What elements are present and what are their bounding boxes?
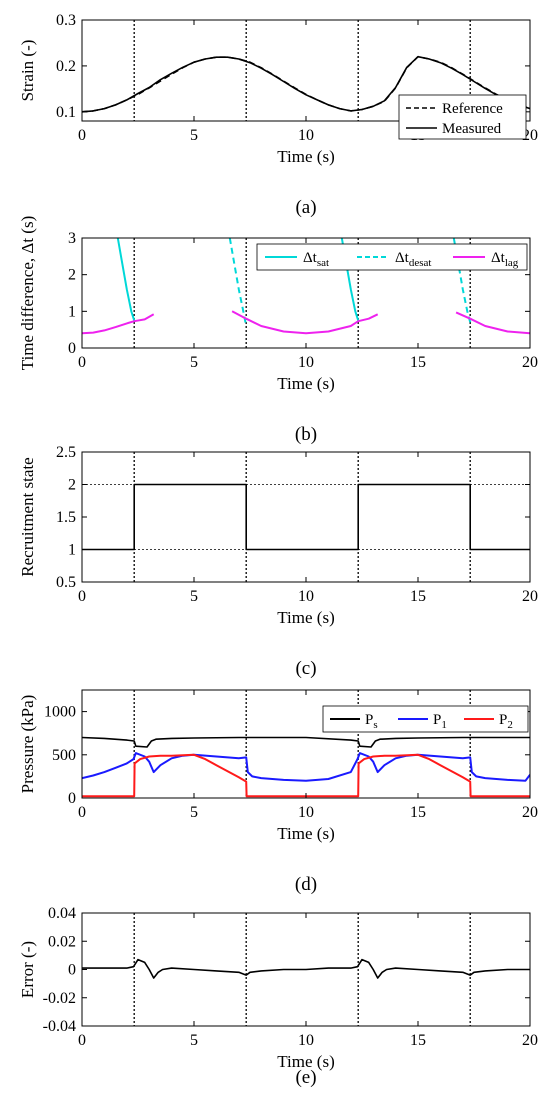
legend-entry: Δtlag [491, 250, 519, 269]
legend-entry: P1 [433, 712, 447, 731]
series-d-1-line-0 [82, 752, 530, 782]
y-tick-label: 0 [68, 340, 76, 357]
x-tick-label: 0 [78, 588, 86, 605]
series-b-1-line-1 [452, 238, 472, 323]
y-tick-label: 0.2 [56, 58, 76, 75]
x-tick-label: 0 [78, 354, 86, 371]
y-axis-label: Time difference, Δt (s) [18, 216, 37, 370]
panel-c: 0 5 10 15 20 0.5 1 1.5 2 2.5 Time (s) Recruitment s… [18, 444, 538, 679]
x-tick-label: 0 [78, 1032, 86, 1049]
series-b-2-line-2 [455, 311, 530, 335]
legend-entry: Measured [442, 121, 502, 137]
y-tick-label: 0 [68, 790, 76, 807]
x-tick-label: 5 [190, 1032, 198, 1049]
y-tick-label: 2 [68, 267, 76, 284]
legend-box [398, 94, 527, 140]
legend-entry: Ps [365, 712, 378, 731]
panel-caption: (b) [295, 424, 317, 445]
y-axis-label: Recruitment state [18, 457, 37, 576]
legend-entry: P2 [499, 712, 513, 731]
x-tick-label: 10 [298, 354, 314, 371]
panel-caption: (c) [295, 658, 316, 679]
series-b-1-line-0 [228, 238, 248, 327]
y-tick-label: -0.04 [43, 1018, 76, 1035]
panel-d: 0 5 10 15 20 0 500 1000 Time (s) Pressure (kPa) (d… [18, 689, 538, 895]
legend-entry: Δtsat [303, 250, 329, 269]
legend-entry: Reference [442, 101, 503, 117]
series-a-1-line-0 [82, 55, 530, 113]
x-tick-label: 10 [298, 1032, 314, 1049]
y-axis-label: Error (-) [18, 941, 37, 998]
x-tick-label: 15 [410, 354, 426, 371]
axes-frame-c [81, 451, 531, 583]
y-tick-label: 0 [68, 962, 76, 979]
panel-caption: (a) [295, 197, 316, 218]
y-tick-label: -0.02 [43, 990, 76, 1007]
x-tick-label: 15 [410, 1032, 426, 1049]
x-tick-label: 10 [298, 588, 314, 605]
y-tick-label: 1.5 [56, 509, 76, 526]
y-tick-label: 2.5 [56, 444, 76, 461]
y-axis-label: Strain (-) [18, 40, 37, 102]
panel-caption: (d) [295, 874, 317, 895]
series-e-0-line-0 [82, 958, 530, 979]
x-axis-label: Time (s) [277, 608, 334, 627]
panel-caption: (e) [295, 1067, 316, 1088]
y-tick-label: 0.5 [56, 574, 76, 591]
series-b-2-line-0 [82, 313, 155, 335]
y-tick-label: 0.02 [48, 933, 76, 950]
y-tick-label: 0.3 [56, 12, 76, 29]
panel-e: 0 5 10 15 20 -0.04 -0.02 0 0.02 0.04 Time (s) Error… [18, 905, 538, 1088]
x-axis-label: Time (s) [277, 147, 334, 166]
series-d-2-line-0 [82, 753, 530, 798]
x-tick-label: 20 [522, 804, 538, 821]
y-tick-label: 1 [68, 303, 76, 320]
x-axis-label: Time (s) [277, 374, 334, 393]
y-tick-label: 3 [68, 230, 76, 247]
legend-box [256, 243, 528, 271]
x-tick-label: 15 [410, 588, 426, 605]
y-tick-label: 0.1 [56, 104, 76, 121]
y-tick-label: 500 [52, 747, 76, 764]
x-tick-label: 0 [78, 127, 86, 144]
x-tick-label: 20 [522, 1032, 538, 1049]
x-tick-label: 5 [190, 804, 198, 821]
y-axis-label: Pressure (kPa) [18, 695, 37, 794]
y-tick-label: 0.04 [48, 905, 76, 922]
x-tick-label: 10 [298, 804, 314, 821]
x-axis-label: Time (s) [277, 824, 334, 843]
x-tick-label: 20 [522, 588, 538, 605]
x-tick-label: 20 [522, 354, 538, 371]
y-tick-label: 1 [68, 542, 76, 559]
y-tick-label: 1000 [44, 704, 76, 721]
panel-b: 0 5 10 15 20 0 1 2 3 Time (s) Time difference, Δt … [18, 216, 538, 445]
y-tick-label: 2 [68, 477, 76, 494]
x-tick-label: 10 [298, 127, 314, 144]
x-tick-label: 15 [410, 804, 426, 821]
series-c-0-line-0 [82, 483, 530, 551]
legend-entry: Δtdesat [395, 250, 431, 269]
x-tick-label: 5 [190, 127, 198, 144]
x-tick-label: 5 [190, 588, 198, 605]
x-axis-label: Time (s) [277, 1052, 334, 1071]
x-tick-label: 5 [190, 354, 198, 371]
x-tick-label: 0 [78, 804, 86, 821]
series-b-0-line-0 [116, 238, 136, 321]
series-d-0-line-0 [82, 736, 530, 748]
series-b-2-line-1 [231, 310, 379, 335]
